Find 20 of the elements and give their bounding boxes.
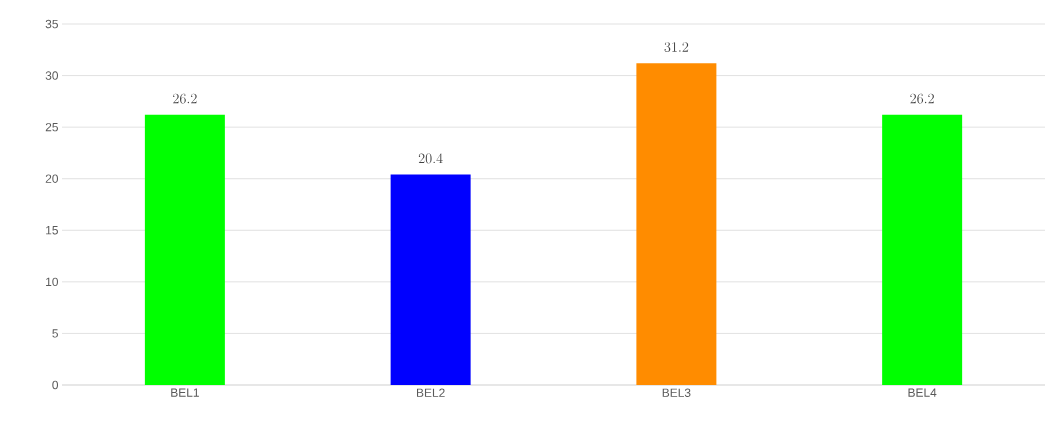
y-tick-label: 15 <box>46 226 58 235</box>
data-label: 26.2 <box>173 93 197 104</box>
x-tick-label: BEL1 <box>171 388 199 397</box>
y-tick-label: 0 <box>52 380 59 390</box>
y-tick-label: 30 <box>45 71 59 80</box>
x-tick-label: BEL2 <box>416 388 445 397</box>
data-label: 26.2 <box>910 93 934 104</box>
y-tick-label: 25 <box>45 122 58 132</box>
x-tick-label: BEL3 <box>662 388 691 397</box>
data-label: 20.4 <box>418 153 443 164</box>
bar <box>882 114 963 385</box>
y-tick-label: 20 <box>45 174 59 183</box>
y-tick-label: 35 <box>45 19 58 29</box>
x-tick-label: BEL4 <box>908 388 937 397</box>
bar <box>390 174 471 385</box>
bar <box>636 63 717 385</box>
data-label: 31 .2 <box>664 42 689 52</box>
y-tick-label: 10 <box>46 277 59 287</box>
bar <box>144 114 225 385</box>
y-tick-label: 5 <box>52 329 58 338</box>
